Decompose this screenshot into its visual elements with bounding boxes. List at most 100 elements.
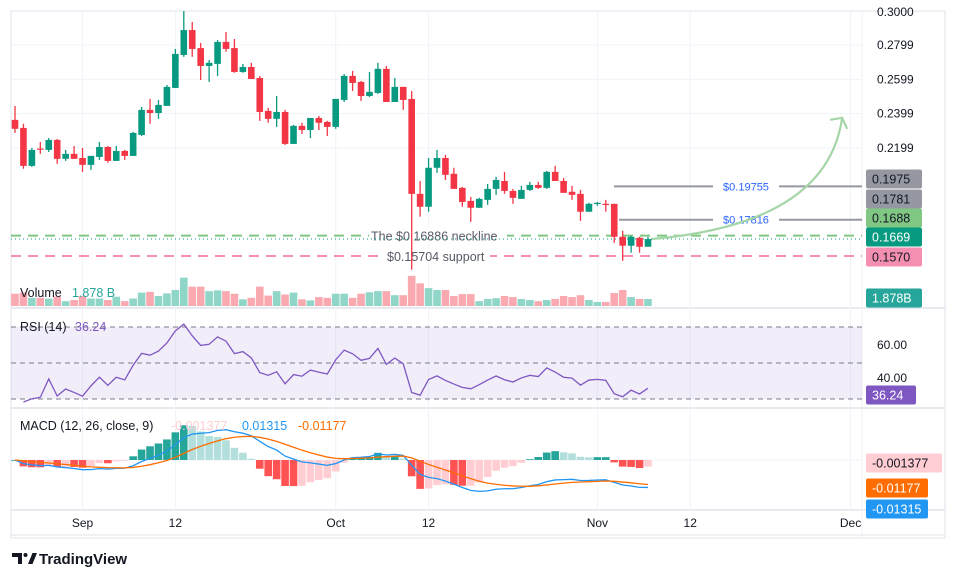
macd-pane xyxy=(11,425,862,493)
candle xyxy=(459,186,466,207)
candle xyxy=(602,199,610,212)
volume-bar xyxy=(264,295,272,306)
candle xyxy=(205,59,213,82)
candle xyxy=(383,65,390,103)
volume-bar xyxy=(289,292,298,306)
candle-body xyxy=(399,86,407,100)
macd-histogram-bar xyxy=(137,449,146,460)
macd-histogram-bar xyxy=(154,443,163,460)
rsi-band: 60.00 40.00 xyxy=(11,326,907,400)
candle-body xyxy=(45,139,53,150)
candle xyxy=(408,91,415,270)
macd-histogram-bar xyxy=(585,457,593,460)
tradingview-logo[interactable]: TradingView xyxy=(12,551,127,568)
macd-histogram-bar xyxy=(272,460,281,480)
volume-bar xyxy=(28,297,36,306)
price-axis[interactable]: 0.3000 0.2799 0.2599 0.2399 0.2199 xyxy=(877,5,914,155)
time-axis[interactable]: Sep 12 Oct 12 Nov 12 Dec xyxy=(72,516,861,530)
volume-bar xyxy=(239,299,247,306)
macd-histogram-bar xyxy=(635,460,644,469)
candle xyxy=(62,149,69,161)
volume-bar xyxy=(247,297,256,306)
macd-histogram-bar xyxy=(568,453,576,460)
candle xyxy=(172,48,179,88)
candle-body xyxy=(526,184,534,190)
candle xyxy=(450,167,458,189)
candle-body xyxy=(323,121,331,127)
macd-histogram-bar xyxy=(36,460,45,468)
candle xyxy=(155,99,162,119)
candle xyxy=(475,197,483,208)
rsi-tick-label: 60.00 xyxy=(877,338,907,352)
candle-body xyxy=(442,157,449,175)
volume-bar xyxy=(593,301,602,306)
macd-histogram-bar xyxy=(391,456,399,460)
rsi-badge-bg xyxy=(866,385,916,405)
candle xyxy=(290,124,297,144)
projection-arrow[interactable] xyxy=(651,116,849,241)
candle-body xyxy=(307,117,314,130)
candle-body xyxy=(155,104,162,113)
macd-histogram-bar xyxy=(323,460,332,479)
candle-body xyxy=(146,109,154,113)
volume-bar xyxy=(542,300,551,306)
volume-bar xyxy=(78,295,87,306)
candle xyxy=(442,154,449,180)
macd-histogram-bar xyxy=(500,460,509,468)
volume-bar xyxy=(348,297,357,306)
candle xyxy=(273,95,280,127)
volume-bar xyxy=(424,288,433,306)
price-badge-bg xyxy=(866,189,922,209)
candle-body xyxy=(585,203,593,212)
volume-bar xyxy=(331,293,340,306)
macd-histogram-bar xyxy=(407,460,416,477)
candle-body xyxy=(577,193,584,212)
candle-body xyxy=(222,41,230,49)
candle xyxy=(28,148,36,167)
candle-body xyxy=(484,188,491,200)
volume-bar xyxy=(391,295,399,306)
macd-badge-text: -0.01177 xyxy=(872,482,920,496)
price-badge-bg xyxy=(866,247,922,267)
candle xyxy=(340,74,348,103)
macd-histogram-bar xyxy=(120,460,129,461)
candle xyxy=(231,38,238,73)
macd-histogram-bar xyxy=(627,460,635,467)
macd-histogram-value: -0.001377 xyxy=(171,419,227,433)
arrow-curve[interactable] xyxy=(651,117,844,241)
volume-bars xyxy=(11,275,652,306)
macd-badge-bg xyxy=(866,453,942,473)
macd-histogram-bar xyxy=(298,460,306,486)
candle-body xyxy=(197,48,204,66)
macd-histogram-bar xyxy=(433,460,441,486)
candle-body xyxy=(610,203,618,237)
candle xyxy=(104,145,112,163)
macd-histogram-bar xyxy=(551,451,559,460)
macd-title: MACD (12, 26, close, 9) xyxy=(20,419,153,433)
candle xyxy=(509,188,517,204)
volume-bar xyxy=(298,299,306,306)
price-badge-text: 0.1688 xyxy=(872,212,910,226)
macd-histogram-bar xyxy=(289,460,298,487)
volume-badge: 1.878B xyxy=(866,288,922,308)
macd-histogram-bar xyxy=(542,452,551,460)
volume-bar xyxy=(559,295,568,306)
candle-body xyxy=(467,200,475,208)
volume-bar xyxy=(171,290,180,306)
price-badge-text: 0.1975 xyxy=(872,173,910,187)
candle-body xyxy=(273,111,280,119)
candle-body xyxy=(53,139,61,159)
candle-body xyxy=(112,150,120,161)
volume-bar xyxy=(407,275,416,306)
price-badge: 0.1688 xyxy=(866,208,922,228)
macd-histogram-bar xyxy=(644,460,652,467)
candle xyxy=(636,236,643,253)
volume-bar xyxy=(306,300,315,306)
candle-body xyxy=(340,75,348,100)
candle-body xyxy=(459,187,466,202)
macd-line-value: 0.01315 xyxy=(242,419,287,433)
candle-body xyxy=(231,48,238,72)
macd-histogram-bar xyxy=(602,457,610,460)
